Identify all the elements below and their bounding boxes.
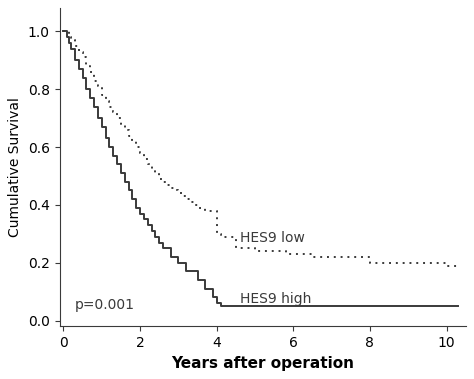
X-axis label: Years after operation: Years after operation <box>171 356 354 371</box>
Text: HES9 high: HES9 high <box>240 292 311 306</box>
Y-axis label: Cumulative Survival: Cumulative Survival <box>9 97 22 237</box>
Text: p=0.001: p=0.001 <box>75 298 135 312</box>
Text: HES9 low: HES9 low <box>240 231 304 245</box>
